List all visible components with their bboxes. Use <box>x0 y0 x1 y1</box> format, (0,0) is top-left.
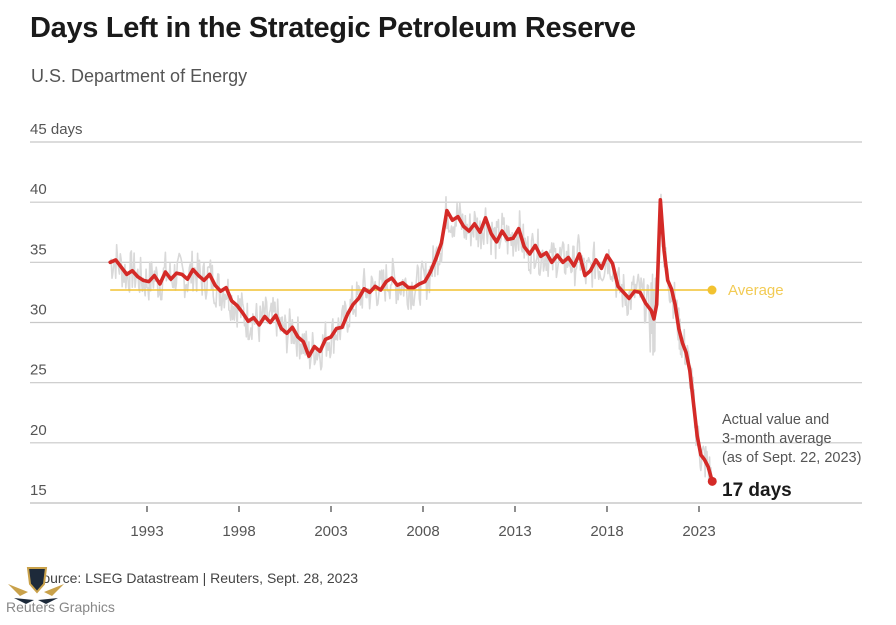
brand-credit: Reuters Graphics <box>6 599 115 615</box>
watermark-logo-icon <box>8 567 64 604</box>
average-label: Average <box>728 282 784 299</box>
average-marker <box>707 285 717 295</box>
x-tick-label: 2018 <box>590 523 623 540</box>
y-tick-label: 35 <box>30 241 47 258</box>
x-tick-label: 2023 <box>682 523 715 540</box>
y-tick-label: 25 <box>30 362 47 379</box>
y-tick-label: 30 <box>30 302 47 319</box>
x-tick-label: 2003 <box>314 523 347 540</box>
three-month-average-series <box>108 197 717 486</box>
chart-subtitle: U.S. Department of Energy <box>31 66 248 86</box>
latest-value-marker <box>707 476 717 486</box>
x-axis-labels: 1993 1998 2003 2008 2013 2018 2023 <box>130 523 715 540</box>
y-tick-label: 20 <box>30 422 47 439</box>
raw-values-series <box>109 193 714 484</box>
chart-title: Days Left in the Strategic Petroleum Res… <box>30 12 636 44</box>
x-tick-label: 2008 <box>406 523 439 540</box>
y-tick-label: 40 <box>30 181 47 198</box>
y-axis-labels: 15 20 25 30 35 40 45 days <box>30 121 83 499</box>
annotation-line: Actual value and <box>722 412 829 428</box>
x-axis-ticks <box>146 506 700 512</box>
x-tick-label: 1993 <box>130 523 163 540</box>
x-tick-label: 2013 <box>498 523 531 540</box>
y-tick-label: 15 <box>30 482 47 499</box>
source-note: Source: LSEG Datastream | Reuters, Sept.… <box>33 570 359 586</box>
x-tick-label: 1998 <box>222 523 255 540</box>
annotation-value: 17 days <box>722 480 792 501</box>
three-month-average-line <box>108 197 715 484</box>
annotation: Actual value and 3-month average (as of Se… <box>722 412 861 501</box>
annotation-line: (as of Sept. 22, 2023) <box>722 450 861 466</box>
y-tick-label: 45 days <box>30 121 83 138</box>
raw-values-line <box>109 193 714 484</box>
annotation-line: 3-month average <box>722 431 832 447</box>
average-series: Average <box>110 282 784 299</box>
